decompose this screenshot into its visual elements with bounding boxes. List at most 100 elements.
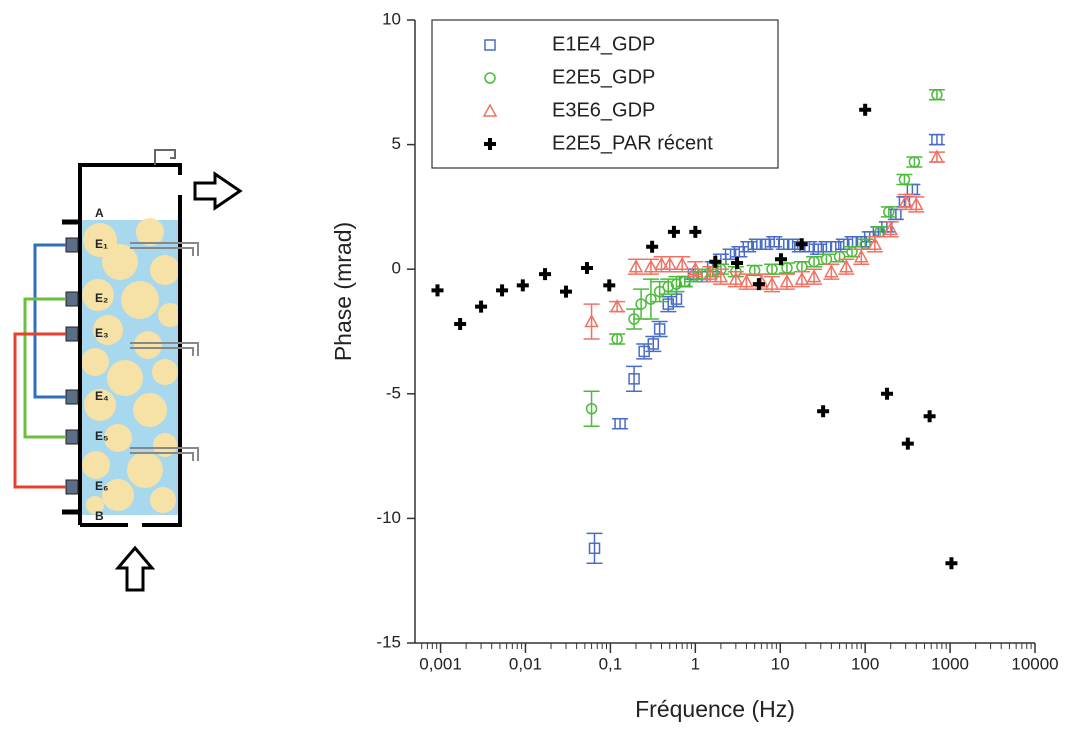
triangle-marker	[867, 236, 883, 251]
square-marker	[890, 208, 902, 221]
error-bar	[583, 390, 600, 427]
diagram-label: E₃	[95, 326, 109, 340]
diagram-label: E₂	[95, 291, 108, 305]
x-axis-label: Fréquence (Hz)	[635, 696, 795, 722]
circle-marker	[766, 263, 778, 275]
triangle-marker	[764, 276, 780, 290]
y-tick-label: 10	[382, 9, 401, 28]
circle-marker	[781, 262, 793, 274]
triangle-marker	[854, 249, 869, 263]
y-tick-label: 0	[392, 259, 401, 278]
legend-label: E2E5_GDP	[552, 66, 655, 88]
diagram-label: E₆	[95, 479, 108, 493]
plus-marker	[475, 300, 488, 313]
y-tick-label: -15	[376, 632, 401, 651]
triangle-marker	[609, 299, 625, 313]
error-bar	[626, 365, 643, 393]
sampling-tubes	[130, 242, 199, 461]
plus-marker	[881, 387, 894, 400]
x-tick-label: 0,001	[419, 654, 462, 673]
plus-marker	[774, 253, 787, 266]
square-marker	[653, 323, 666, 335]
plus-marker	[923, 410, 936, 423]
plus-marker	[817, 405, 830, 418]
error-bar	[586, 532, 603, 565]
legend-marker	[482, 103, 498, 117]
triangle-marker	[839, 259, 854, 273]
square-marker	[751, 238, 763, 251]
triangle-marker	[674, 256, 690, 270]
error-bar	[583, 303, 600, 340]
triangle-marker	[713, 269, 729, 283]
triangle-marker	[929, 149, 945, 163]
diagram-label: E₄	[95, 389, 109, 403]
x-tick-label: 0,1	[599, 654, 623, 673]
triangle-marker	[643, 259, 659, 273]
plus-marker	[580, 261, 593, 274]
legend-label: E3E6_GDP	[552, 99, 655, 121]
plus-marker	[516, 279, 529, 292]
plus-marker	[752, 278, 765, 291]
square-marker	[614, 417, 626, 430]
circle-marker	[670, 278, 683, 290]
legend-label: E1E4_GDP	[552, 33, 655, 55]
circle-marker	[662, 280, 675, 293]
top-fitting	[154, 149, 176, 165]
triangle-marker	[909, 196, 924, 211]
outlet-arrow	[193, 171, 243, 211]
wire-e3e6	[13, 332, 66, 489]
triangle-marker	[824, 264, 839, 278]
triangle-marker	[662, 256, 678, 270]
circle-marker	[748, 264, 761, 277]
circle-marker	[645, 293, 657, 305]
y-tick-label: -10	[376, 508, 401, 527]
diagram-label: A	[95, 206, 104, 220]
triangle-marker	[794, 271, 810, 285]
triangle-marker	[898, 194, 913, 208]
circle-marker	[898, 173, 911, 186]
error-bar	[651, 280, 668, 303]
grains	[81, 218, 182, 514]
triangle-marker	[739, 274, 754, 288]
plus-marker	[689, 225, 702, 238]
x-tick-label: 1	[691, 654, 700, 673]
square-marker	[742, 241, 754, 253]
plus-marker	[859, 103, 872, 116]
plus-marker	[646, 240, 659, 253]
square-marker	[724, 248, 737, 260]
triangle-marker	[584, 313, 599, 328]
error-bar	[642, 278, 659, 320]
square-marker	[778, 238, 790, 251]
legend-marker	[484, 39, 496, 51]
plus-marker	[539, 268, 552, 281]
circle-marker	[908, 156, 921, 168]
wire-e1e4	[33, 243, 66, 399]
x-tick-label: 10	[771, 654, 790, 673]
legend-marker	[484, 138, 496, 150]
triangle-marker	[654, 256, 669, 270]
plus-marker	[945, 557, 958, 570]
diagram-label: B	[95, 509, 104, 523]
x-tick-label: 100	[851, 654, 879, 673]
triangle-marker	[628, 259, 644, 273]
circle-marker	[808, 255, 820, 268]
plus-marker	[901, 437, 914, 450]
circle-marker	[635, 298, 647, 310]
plus-marker	[795, 238, 808, 251]
square-marker	[812, 243, 824, 256]
column-diagram	[13, 149, 243, 592]
plus-marker	[667, 225, 680, 238]
square-marker	[838, 238, 850, 251]
grids	[62, 219, 80, 515]
circle-marker	[653, 285, 666, 298]
electrodes	[65, 237, 79, 495]
square-marker	[628, 373, 640, 385]
legend-label: E2E5_PAR récent	[552, 132, 713, 154]
y-axis-label: Phase (mrad)	[330, 222, 356, 361]
plus-marker	[431, 284, 444, 297]
plus-marker	[709, 255, 722, 268]
circle-marker	[931, 89, 943, 101]
triangle-marker	[883, 221, 898, 236]
triangle-marker	[806, 269, 822, 283]
